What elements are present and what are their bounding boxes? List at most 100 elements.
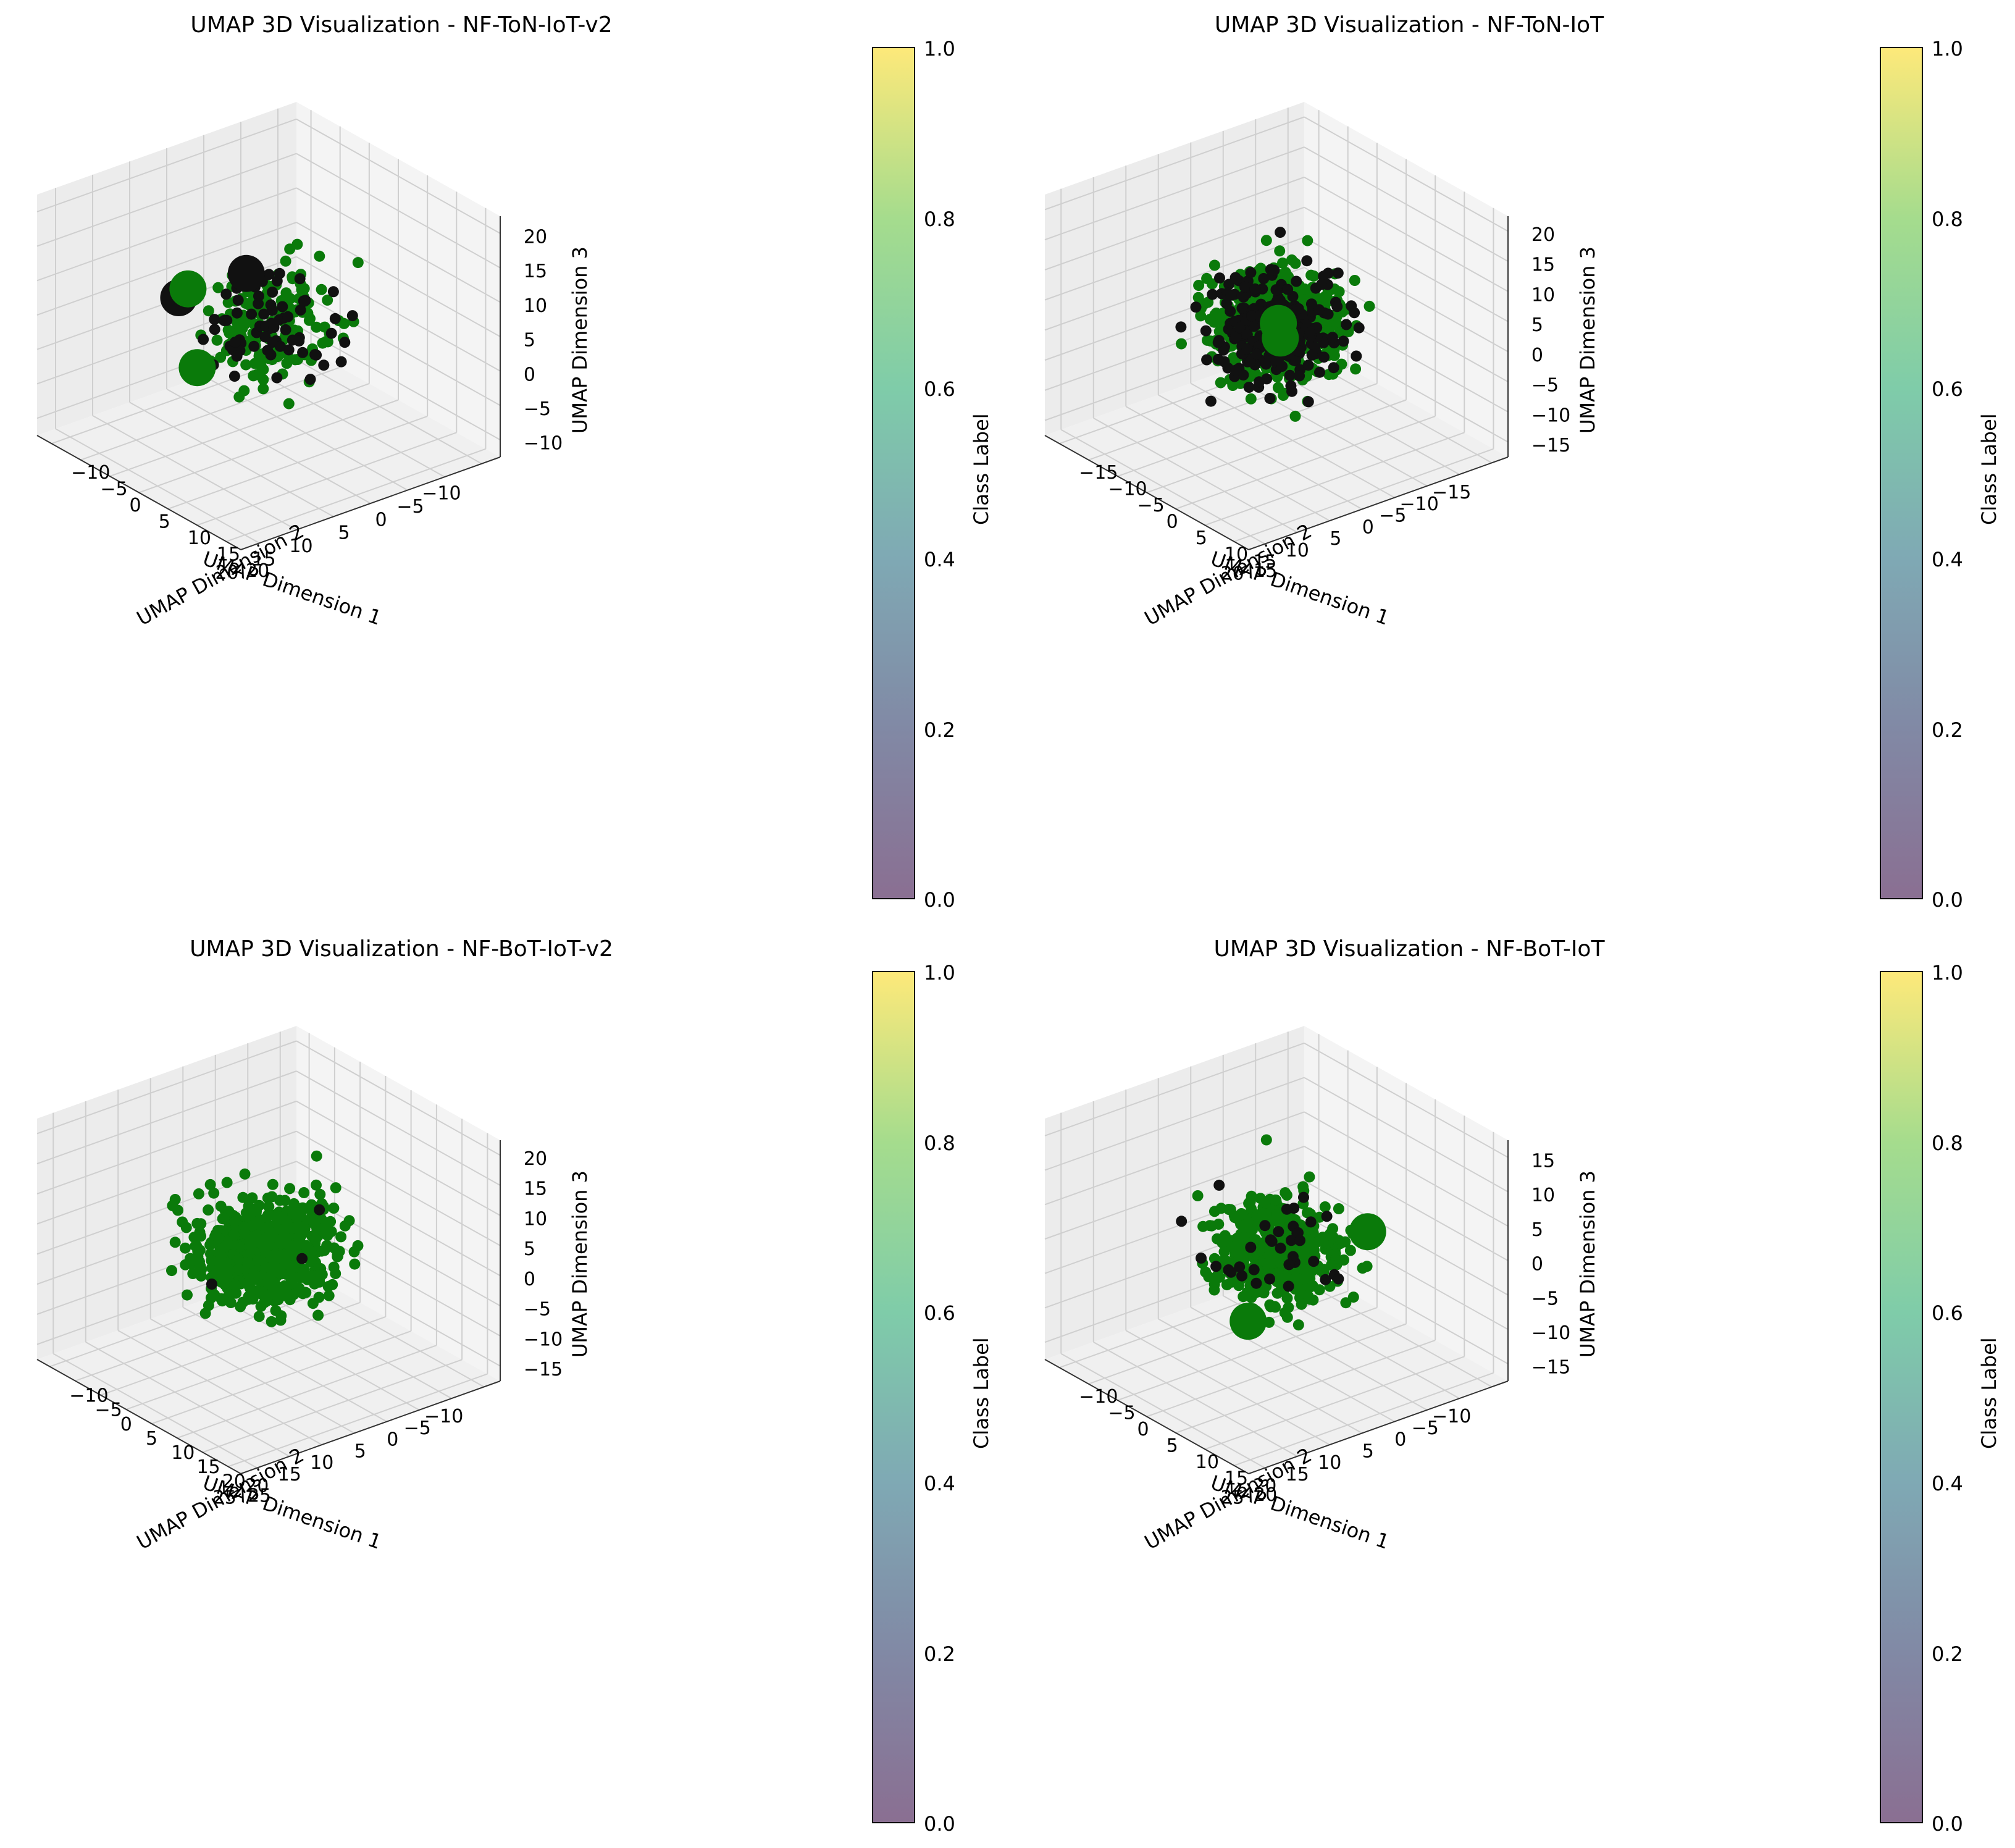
y-tick-label: 0 <box>1167 511 1178 533</box>
scatter-point <box>335 1231 347 1243</box>
axes-group: −10−505101520−10−505101520−10−505101520U… <box>36 102 592 630</box>
colorbar-tick: 0.8 <box>1932 1132 1963 1155</box>
grid-line <box>1117 1307 1378 1401</box>
scatter-point <box>1296 1298 1307 1310</box>
colorbar <box>872 971 915 1823</box>
grid-line <box>1304 177 1509 292</box>
scatter-point <box>229 1216 241 1228</box>
scatter-point <box>280 255 291 267</box>
scatter-point <box>1248 1264 1260 1275</box>
y-tick-label: 25 <box>248 1485 271 1506</box>
y-tick-label: −5 <box>1137 495 1164 516</box>
x-axis-line <box>1248 456 1509 550</box>
grid-line <box>85 1342 290 1457</box>
grid-line <box>109 383 370 477</box>
scatter-point <box>283 398 295 410</box>
y-tick-label: 15 <box>217 544 240 565</box>
grid-line <box>296 1221 501 1337</box>
grid-line <box>296 222 501 337</box>
x-tick-label: −5 <box>1379 505 1406 527</box>
scatter-point <box>311 1179 322 1191</box>
colorbar-tick: 0.0 <box>1932 888 1963 912</box>
scatter-point <box>233 1263 245 1275</box>
scatter-point <box>203 1204 214 1216</box>
y-tick-label: 5 <box>1167 1435 1178 1457</box>
y-axis-line <box>36 1359 241 1474</box>
y-tick-label: 10 <box>1196 1451 1219 1473</box>
y-tick-label: 10 <box>171 1442 195 1464</box>
grid-line <box>1304 146 1509 262</box>
scatter-point <box>1304 1171 1315 1183</box>
scatter-point <box>1218 1246 1230 1258</box>
z-tick-label: 20 <box>524 226 547 248</box>
scatter-point <box>1364 300 1375 312</box>
colorbar-tick: 0.8 <box>924 208 955 231</box>
scatter-point <box>1260 1134 1272 1146</box>
scatter-point <box>1241 343 1253 355</box>
scatter-point <box>1271 1287 1283 1299</box>
z-tick-label: 0 <box>1531 1254 1543 1275</box>
scatter-point <box>335 356 347 368</box>
scatter-point <box>1349 275 1360 286</box>
scatter-point <box>332 1251 343 1262</box>
scatter-point <box>1259 1197 1271 1209</box>
y-tick-label: 20 <box>1254 1484 1277 1506</box>
z-tick-label: −5 <box>1531 375 1559 397</box>
scatter-point <box>1284 369 1296 381</box>
scatter-point <box>260 321 272 332</box>
x-tick-label: 5 <box>354 1440 366 1462</box>
scatter-point <box>297 346 309 358</box>
z-tick-label: 20 <box>524 1148 547 1170</box>
colorbar-tick: 1.0 <box>924 961 955 985</box>
scatter-point <box>258 308 270 320</box>
grid-line <box>138 399 399 494</box>
grid-line <box>150 1318 355 1434</box>
scatter-point <box>267 287 279 298</box>
scatter-point <box>1195 310 1207 322</box>
z-tick-label: 0 <box>1531 345 1543 366</box>
scatter-point <box>1234 1253 1245 1265</box>
grid-line <box>117 1330 322 1445</box>
scatter-point <box>218 1212 230 1224</box>
scatter-point <box>1225 289 1237 301</box>
scatter-point <box>299 1224 311 1235</box>
scatter-point <box>277 1224 288 1236</box>
z-tick-label: 0 <box>524 364 535 385</box>
scatter-point <box>263 1201 275 1212</box>
grid-line <box>1117 383 1378 477</box>
z-tick-label: 15 <box>1531 254 1555 276</box>
z-tick-label: −5 <box>1531 1288 1559 1309</box>
grid-line <box>1304 1180 1509 1296</box>
scatter-point <box>220 1240 232 1251</box>
scatter-point <box>1259 1220 1271 1232</box>
scatter-point <box>314 1204 325 1216</box>
scatter-point <box>246 1192 258 1204</box>
x-tick-label: 25 <box>213 1487 237 1508</box>
scatter-point <box>216 1293 227 1304</box>
scatter-point <box>1230 364 1242 376</box>
scatter-point <box>1258 273 1270 284</box>
y-axis-line <box>1044 1359 1249 1474</box>
scatter-point <box>298 1187 310 1198</box>
z-tick-label: 5 <box>1531 1219 1543 1241</box>
scatter-point <box>1234 322 1246 334</box>
z-tick-label: 0 <box>524 1269 535 1290</box>
scatter-point <box>1321 292 1333 304</box>
scatter-point <box>1210 1261 1222 1272</box>
scatter-point <box>288 1198 300 1209</box>
colorbar-tick: 0.6 <box>1932 1301 1963 1325</box>
scatter-point <box>266 1316 277 1327</box>
scatter-point <box>1215 377 1226 388</box>
x-tick-label: 15 <box>252 549 275 571</box>
axes-group: −10−50510152025−10−50510152025−15−10−505… <box>36 1026 592 1554</box>
x-tick-label: −10 <box>424 1406 463 1427</box>
scatter-point <box>1257 1210 1268 1222</box>
scatter-point <box>1308 1245 1320 1256</box>
scatter-point <box>232 1253 244 1265</box>
scatter-point <box>1320 1274 1331 1285</box>
grid-line <box>36 222 297 316</box>
colorbar-tick: 1.0 <box>1932 37 1963 61</box>
x-tick-label: 10 <box>1318 1452 1341 1474</box>
grid-line <box>1044 116 1305 211</box>
grid-line <box>1204 432 1465 526</box>
